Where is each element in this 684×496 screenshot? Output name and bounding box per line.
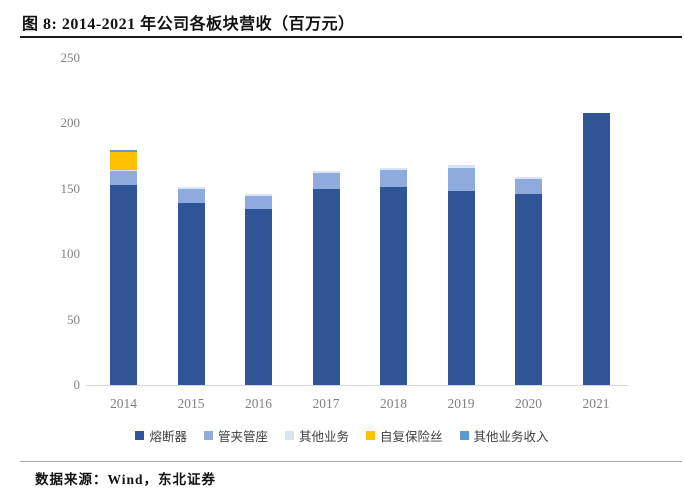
x-axis-tick-label: 2021 — [582, 396, 610, 411]
legend-label: 管夹管座 — [217, 430, 268, 444]
legend-swatch — [135, 431, 145, 440]
y-axis-tick-label: 150 — [60, 180, 81, 196]
legend-label: 熔断器 — [149, 430, 187, 444]
legend-item: 熔断器 — [135, 426, 187, 445]
y-axis-tick-label: 0 — [73, 377, 81, 392]
x-axis-tick-label: 2020 — [515, 396, 542, 411]
bar-segment — [312, 188, 340, 385]
legend-swatch — [459, 431, 469, 440]
legend-swatch — [284, 431, 294, 440]
bar-segment — [380, 167, 407, 170]
y-axis-tick-label: 250 — [60, 50, 81, 65]
x-axis-tick-label: 2019 — [447, 396, 475, 411]
x-axis-tick-label: 2014 — [110, 396, 137, 411]
bar-segment — [110, 169, 137, 171]
bar-segment — [177, 189, 205, 204]
bar-segment — [447, 191, 475, 385]
legend-swatch — [366, 431, 375, 440]
bar-segment — [245, 209, 272, 385]
legend-item: 自复保险丝 — [366, 426, 443, 445]
legend-label: 其他业务 — [298, 430, 349, 444]
data-source-note: 数据来源：Wind，东北证券 — [35, 472, 217, 487]
legend-label: 其他业务收入 — [473, 430, 549, 444]
y-axis-tick-label: 100 — [60, 246, 81, 262]
bar-segment — [177, 187, 205, 190]
title-divider — [20, 36, 682, 38]
bar-segment — [515, 177, 542, 179]
bar-segment — [515, 178, 542, 195]
y-axis-tick-label: 200 — [60, 115, 81, 131]
y-axis-tick-label: 50 — [67, 311, 80, 327]
bar-segment — [515, 194, 542, 385]
bar-segment — [312, 171, 340, 174]
x-axis-tick-label: 2016 — [245, 396, 272, 411]
footer-divider — [20, 461, 682, 462]
legend-label: 自复保险丝 — [380, 430, 443, 444]
bar-segment — [582, 112, 610, 385]
bar-segment — [110, 151, 137, 170]
x-axis-line — [86, 385, 628, 386]
bar-segment — [110, 170, 137, 185]
x-axis-tick-label: 2017 — [312, 396, 340, 411]
bar-segment — [245, 195, 272, 210]
bar-segment — [380, 169, 407, 188]
bar-segment — [312, 173, 340, 189]
bar-segment — [380, 187, 407, 385]
plot-area: 0 50 100 150 200 250 2014 2015 2016 2017 2018 2019 2… — [60, 50, 628, 411]
x-axis-tick-label: 2018 — [380, 396, 407, 411]
bar-segment — [177, 203, 205, 385]
chart-legend: 熔断器 管夹管座 其他业务 自复保险丝 其他业务收入 — [0, 426, 684, 445]
legend-swatch — [203, 431, 213, 440]
x-axis-tick-label: 2015 — [177, 396, 205, 411]
legend-item: 管夹管座 — [203, 426, 268, 445]
bar-segment — [447, 167, 475, 192]
legend-item: 其他业务 — [284, 426, 349, 445]
figure-title: 图 8: 2014-2021 年公司各板块营收（百万元） — [22, 16, 355, 33]
bar-segment — [245, 194, 272, 196]
bar-segment — [110, 184, 137, 385]
bar-segment — [447, 165, 475, 168]
legend-item: 其他业务收入 — [459, 426, 549, 445]
bar-segment — [110, 149, 137, 152]
